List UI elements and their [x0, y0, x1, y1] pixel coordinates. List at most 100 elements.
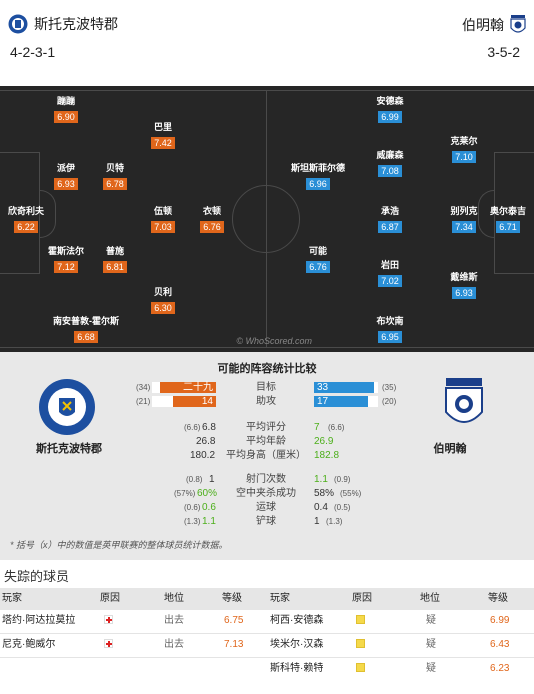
missing-player-name[interactable]: 柯西·安德森 — [270, 615, 324, 626]
height-home: 180.2 — [190, 450, 216, 461]
watermark: © WhoScored.com — [236, 336, 312, 346]
away-team-name[interactable]: 伯明翰 — [462, 17, 504, 33]
missing-table-header: 玩家 原因 地位 等级 玩家 原因 地位 等级 — [0, 588, 534, 610]
away-club-name: 伯明翰 — [433, 443, 467, 455]
missing-rating: 6.43 — [490, 639, 510, 650]
missing-rating: 6.23 — [490, 663, 510, 674]
away-player[interactable]: 可能 6.76 — [288, 246, 348, 275]
dribbles-home: 0.6 — [202, 502, 216, 513]
missing-rating: 6.99 — [490, 615, 510, 626]
away-player[interactable]: 奥尔泰吉 6.71 — [489, 206, 526, 233]
col-reason-away[interactable]: 原因 — [352, 593, 372, 604]
goals-away-season: (35) — [382, 383, 397, 392]
rating-home: 6.8 — [202, 422, 216, 433]
tackles-home-season: (1.3) — [184, 517, 201, 526]
away-player[interactable]: 戴维斯 6.93 — [450, 272, 478, 299]
goals-home-season: (34) — [136, 383, 151, 392]
tackles-away: 1 — [314, 516, 320, 527]
away-player[interactable]: 斯坦斯菲尔德 6.96 — [290, 163, 345, 190]
aerial-home-season: (57%) — [174, 489, 196, 498]
rating-home-season: (6.6) — [184, 423, 201, 432]
missing-status: 疑 — [426, 615, 436, 626]
rating-away: 7 — [314, 422, 320, 433]
away-player[interactable]: 克莱尔 7.10 — [450, 136, 478, 163]
home-team-name[interactable]: 斯托克波特郡 — [34, 16, 118, 32]
lineup-stats-comparison: 可能的阵容统计比较 斯托克波特郡 伯明翰 (34) 二十九 目标 33 (35)… — [0, 352, 534, 560]
aerial-away: 58% — [314, 488, 335, 499]
dribbles-home-season: (0.6) — [184, 503, 201, 512]
home-team-crest-icon — [8, 14, 28, 34]
away-player[interactable]: 岩田 7.02 — [360, 260, 420, 289]
tackles-home: 1.1 — [202, 516, 216, 527]
doubtful-icon — [356, 634, 365, 656]
shots-away: 1.1 — [314, 474, 328, 485]
table-row: 塔约·阿达拉莫拉 出去 6.75 柯西·安德森 疑 6.99 — [0, 610, 534, 634]
home-formation: 4-2-3-1 — [10, 44, 56, 60]
assists-away-season: (20) — [382, 397, 397, 406]
age-label: 平均年龄 — [246, 436, 286, 447]
missing-status: 出去 — [164, 639, 184, 650]
shots-label: 射门次数 — [246, 474, 286, 485]
col-reason[interactable]: 原因 — [100, 593, 120, 604]
home-player[interactable]: 普施 6.81 — [85, 246, 145, 275]
missing-player-name[interactable]: 尼克·鲍威尔 — [2, 639, 56, 650]
home-team-title[interactable]: 斯托克波特郡 — [8, 14, 118, 34]
missing-player-name[interactable]: 塔约·阿达拉莫拉 — [2, 615, 76, 626]
col-player-away[interactable]: 玩家 — [270, 593, 290, 604]
col-rating[interactable]: 等级 — [222, 593, 242, 604]
home-player[interactable]: 派伊 6.93 — [36, 163, 96, 192]
col-status[interactable]: 地位 — [164, 593, 184, 604]
away-player[interactable]: 承浩 6.87 — [360, 206, 420, 235]
lineup-pitch: 蹦蹦 6.90 巴里 7.42 派伊 6.93 贝特 6.78 欣奇利夫 6.22 伍顿 7… — [0, 86, 534, 352]
away-player[interactable]: 别列克 7.34 — [450, 206, 478, 233]
away-club-crest-icon — [445, 378, 483, 423]
missing-player-name[interactable]: 埃米尔·汉森 — [270, 639, 324, 650]
home-player[interactable]: 欣奇利夫 6.22 — [7, 206, 44, 233]
missing-players-section: 失踪的球员 玩家 原因 地位 等级 玩家 原因 地位 等级 塔约·阿达拉莫拉 出… — [0, 560, 534, 694]
col-status-away[interactable]: 地位 — [420, 593, 440, 604]
away-team-crest-icon — [510, 15, 526, 33]
aerial-home: 60% — [197, 488, 218, 499]
shots-home-season: (0.8) — [186, 475, 203, 484]
height-label: 平均身高（厘米） — [226, 450, 306, 461]
missing-rating: 6.75 — [224, 615, 244, 626]
home-player[interactable]: 蹦蹦 6.90 — [36, 96, 96, 125]
away-team-title[interactable]: 伯明翰 — [462, 14, 526, 36]
missing-rating: 7.13 — [224, 639, 244, 650]
assists-label: 助攻 — [256, 396, 276, 407]
missing-players-title: 失踪的球员 — [4, 569, 70, 584]
away-penalty-box — [494, 152, 534, 274]
away-player[interactable]: 安德森 6.99 — [376, 96, 404, 123]
missing-status: 疑 — [426, 639, 436, 650]
age-away: 26.9 — [314, 436, 334, 447]
home-player[interactable]: 贝特 6.78 — [85, 163, 145, 192]
missing-player-name[interactable]: 斯科特·赖特 — [270, 663, 324, 674]
tackles-away-season: (1.3) — [326, 517, 343, 526]
home-club-crest-icon — [39, 379, 95, 435]
injury-icon — [104, 634, 113, 656]
away-player[interactable]: 布坎南 6.95 — [376, 316, 404, 343]
pitch-border — [0, 90, 534, 348]
col-player[interactable]: 玩家 — [2, 593, 22, 604]
away-player[interactable]: 威廉森 7.08 — [376, 150, 404, 177]
col-rating-away[interactable]: 等级 — [488, 593, 508, 604]
assists-away-bar: 17 — [314, 396, 368, 407]
home-player[interactable]: 衣顿 6.76 — [182, 206, 242, 235]
home-player[interactable]: 霍斯法尔 7.12 — [47, 246, 84, 273]
age-home: 26.8 — [196, 436, 216, 447]
home-player[interactable]: 伍顿 7.03 — [133, 206, 193, 235]
doubtful-icon — [356, 610, 365, 632]
home-player[interactable]: 南安普敦-霍尔斯 6.68 — [53, 316, 119, 343]
assists-home-bar: 14 — [173, 396, 216, 407]
height-away: 182.8 — [314, 450, 340, 461]
home-player[interactable]: 贝利 6.30 — [133, 287, 193, 316]
table-row: 斯科特·赖特 疑 6.23 — [0, 658, 534, 682]
shots-away-season: (0.9) — [334, 475, 351, 484]
centre-circle — [232, 185, 300, 253]
match-header: 斯托克波特郡 4-2-3-1 伯明翰 3-5-2 — [0, 0, 534, 86]
stats-title: 可能的阵容统计比较 — [217, 363, 317, 375]
assists-home-season: (21) — [136, 397, 151, 406]
away-formation: 3-5-2 — [487, 44, 520, 60]
missing-status: 疑 — [426, 663, 436, 674]
home-player[interactable]: 巴里 7.42 — [133, 122, 193, 151]
